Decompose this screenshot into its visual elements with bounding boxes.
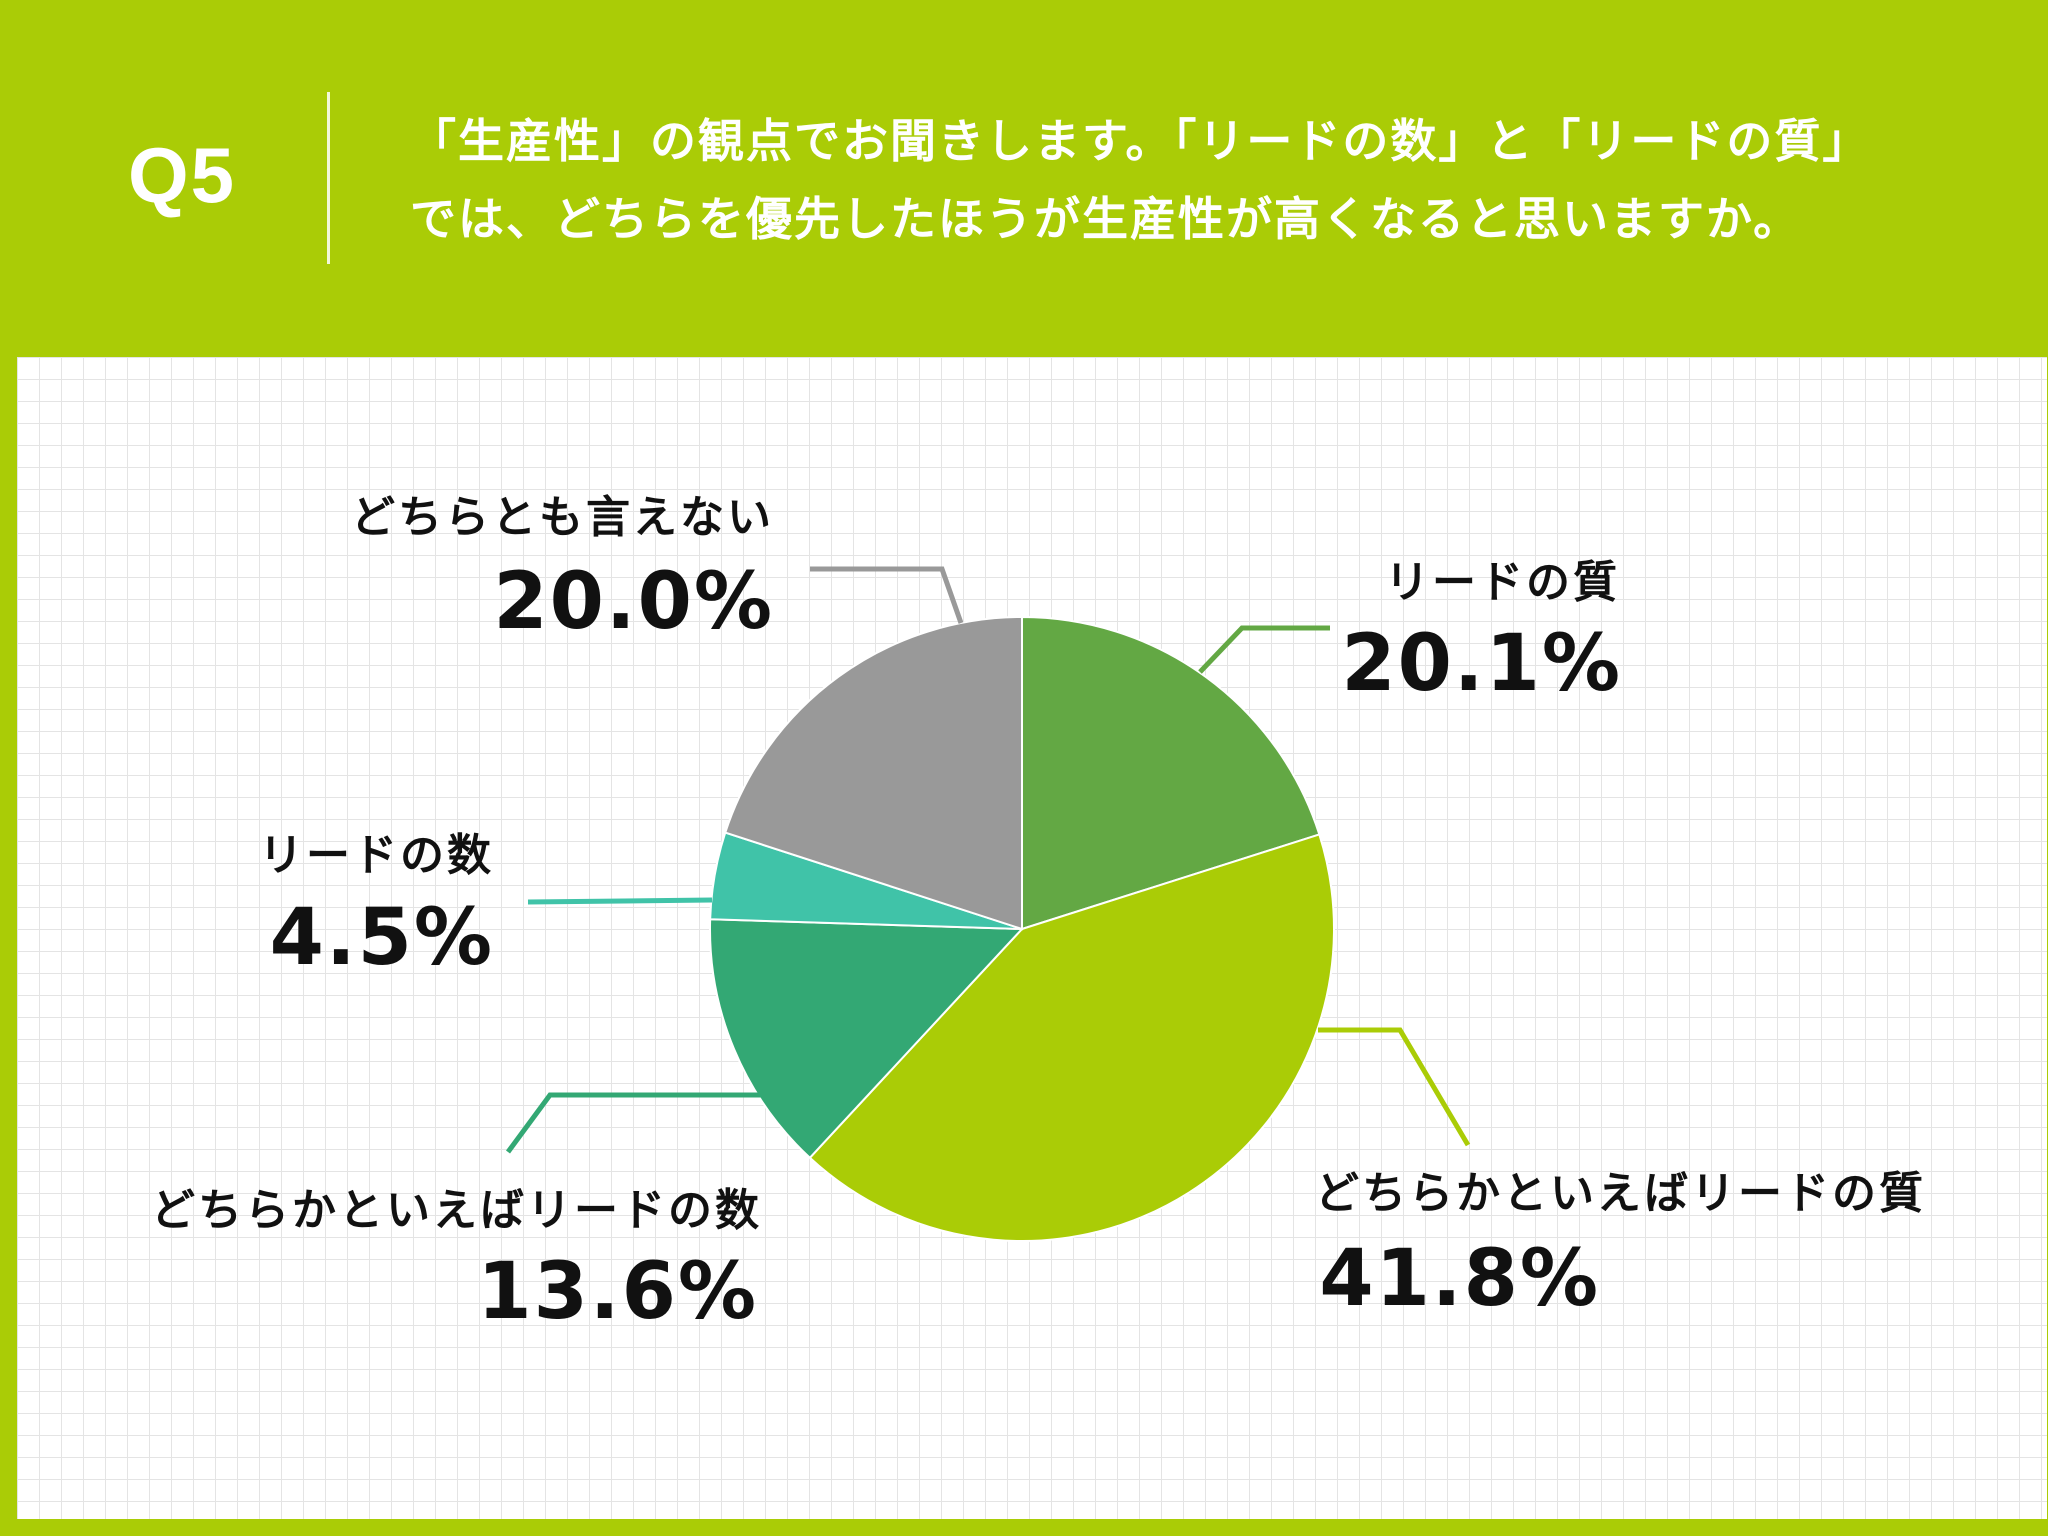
slice-value-label: 41.8% [1319, 1234, 1600, 1324]
question-number: Q5 [128, 131, 237, 219]
slice-category-label: どちらかといえばリードの数 [151, 1185, 762, 1236]
leader-line [527, 897, 713, 905]
question-text: 「生産性」の観点でお聞きします。「リードの数」と「リードの質」 では、どちらを優… [410, 102, 1970, 258]
slice-value-label: 4.5% [270, 893, 494, 983]
slice-category-label: どちらとも言えない [351, 492, 774, 543]
question-line-1: 「生産性」の観点でお聞きします。「リードの数」と「リードの質」 [410, 114, 1871, 168]
pie-slice [724, 615, 1023, 931]
header: Q5 「生産性」の観点でお聞きします。「リードの数」と「リードの質」 では、どち… [0, 0, 2048, 357]
leader-line [1198, 625, 1330, 674]
question-line-2: では、どちらを優先したほうが生産性が高くなると思いますか。 [410, 192, 1802, 246]
pie-slice [808, 833, 1335, 1243]
header-divider [327, 92, 330, 264]
slice-value-label: 13.6% [477, 1247, 758, 1337]
leader-line [810, 566, 964, 624]
leader-line [1318, 1027, 1471, 1147]
pie-slices [709, 615, 1335, 1243]
pie-slice [709, 918, 1025, 1160]
slice-category-label: リードの質 [1385, 557, 1620, 608]
slice-value-label: 20.0% [493, 557, 774, 647]
leader-lines [505, 566, 1471, 1154]
slice-value-label: 20.1% [1341, 619, 1622, 709]
slice-labels: リードの質 20.1% どちらかといえばリードの質 41.8% どちらかといえばリードの… [151, 492, 1926, 1337]
slice-category-label: どちらかといえばリードの質 [1315, 1168, 1926, 1219]
slice-category-label: リードの数 [259, 830, 494, 881]
leader-line [505, 1092, 764, 1154]
pie-slice [1021, 615, 1321, 931]
